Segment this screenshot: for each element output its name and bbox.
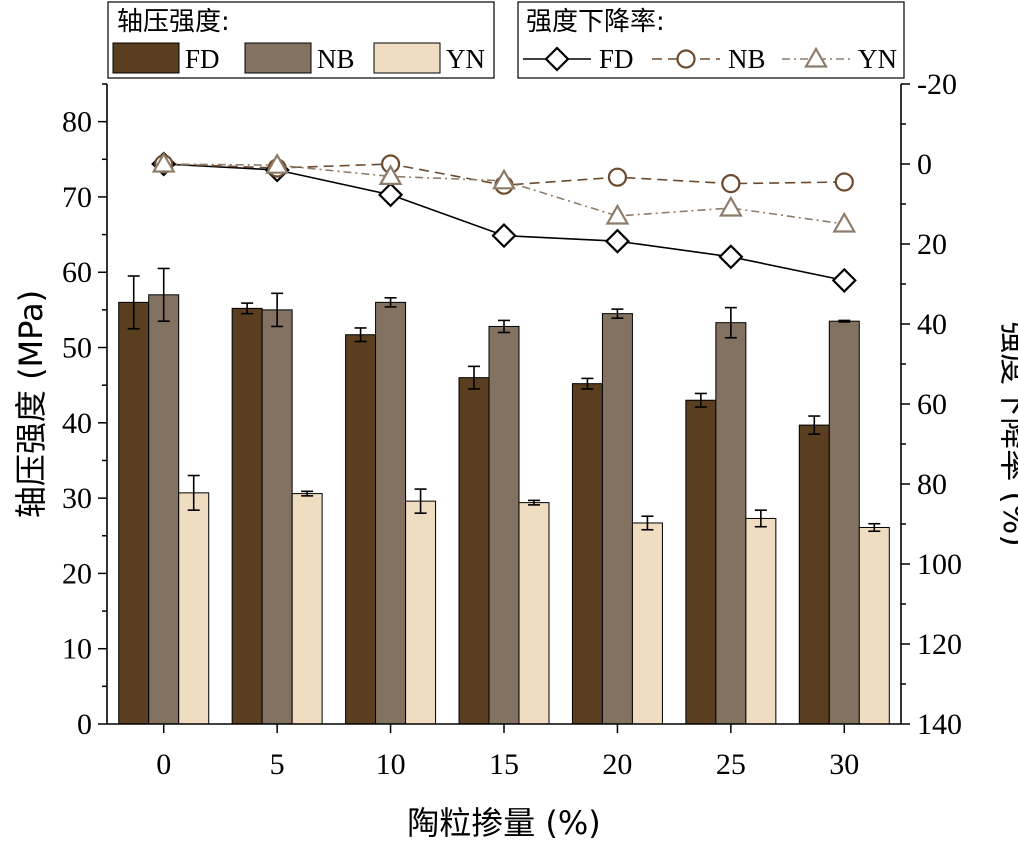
right-tick-label: 100 [917, 548, 962, 581]
legend-swatch-nb [244, 42, 312, 74]
right-tick-label: 40 [917, 308, 947, 341]
bar-legend: 轴压强度: FD NB YN [107, 1, 495, 79]
line-legend-title: 强度下降率: [526, 7, 665, 37]
legend-swatch-yn [373, 42, 441, 74]
legend-marker-fd [544, 46, 570, 72]
point-yn [832, 211, 857, 233]
axes-layer: 0 10 20 30 40 50 60 70 80 -20 0 20 40 60 80 100 120 140 0 5… [12, 68, 1018, 842]
legend-line-label-yn: YN [858, 44, 897, 74]
left-tick-label: 40 [62, 407, 92, 440]
legend-line-label-fd: FD [599, 44, 634, 74]
left-tick-label: 10 [62, 633, 92, 666]
left-tick-label: 50 [62, 332, 92, 365]
bar-fd [231, 307, 263, 725]
lines-layer [151, 151, 857, 293]
right-tick-label: 140 [917, 708, 962, 741]
right-axis-title: 强度下降率 (%) [996, 321, 1018, 547]
bar-nb [828, 320, 860, 725]
bar-fd [345, 334, 377, 725]
right-tick-label: 120 [917, 628, 962, 661]
bar-fd [685, 399, 717, 725]
point-yn [718, 195, 743, 217]
x-tick-label: 10 [376, 748, 406, 781]
x-tick-label: 30 [829, 748, 859, 781]
point-yn [492, 168, 516, 190]
bar-fd [118, 301, 150, 725]
right-tick-label: -20 [917, 68, 957, 101]
bar-fd [571, 383, 603, 725]
bar-nb [148, 294, 180, 725]
bar-yn [178, 492, 210, 725]
bar-nb [261, 309, 293, 725]
point-nb [834, 172, 854, 192]
legend-label-nb: NB [317, 44, 355, 74]
left-tick-label: 60 [62, 256, 92, 289]
point-nb [721, 174, 741, 194]
bar-yn [745, 517, 777, 725]
point-fd [831, 267, 857, 293]
point-fd [604, 228, 630, 254]
right-tick-label: 0 [917, 148, 932, 181]
point-fd [718, 244, 744, 270]
legend-label-fd: FD [185, 44, 220, 74]
bar-fd [458, 377, 490, 725]
left-tick-label: 0 [77, 708, 92, 741]
right-tick-label: 20 [917, 228, 947, 261]
bar-yn [858, 526, 890, 725]
bar-yn [631, 522, 663, 725]
point-fd [378, 182, 404, 208]
errorbars-layer [127, 267, 881, 533]
point-yn [605, 203, 630, 225]
left-tick-label: 70 [62, 181, 92, 214]
bar-yn [291, 493, 323, 725]
bar-nb [715, 322, 747, 725]
legend-swatch-fd [112, 42, 180, 74]
bar-yn [405, 500, 437, 725]
legend-label-yn: YN [446, 44, 485, 74]
x-tick-label: 15 [489, 748, 519, 781]
bar-nb [488, 325, 520, 725]
bar-legend-title: 轴压强度: [117, 7, 230, 37]
x-tick-label: 0 [156, 748, 171, 781]
x-tick-label: 5 [270, 748, 285, 781]
line-legend-box [517, 1, 905, 79]
left-tick-label: 20 [62, 557, 92, 590]
point-yn [265, 152, 290, 174]
bar-fd [798, 424, 830, 725]
bar-nb [601, 313, 633, 725]
point-nb [607, 167, 628, 187]
bar-yn [518, 502, 550, 725]
point-fd [491, 223, 517, 249]
point-yn [151, 151, 176, 173]
right-tick-label: 80 [917, 468, 947, 501]
right-tick-label: 60 [917, 388, 947, 421]
x-axis-title: 陶粒掺量 (%) [407, 804, 601, 842]
line-legend: 强度下降率: FD NB YN [517, 1, 905, 79]
point-yn [378, 164, 403, 185]
bar-nb [375, 301, 407, 725]
bars-layer [118, 294, 890, 725]
legend-marker-yn [804, 46, 828, 68]
legend-line-label-nb: NB [728, 44, 766, 74]
legend-marker-nb [676, 49, 696, 69]
left-tick-label: 30 [62, 482, 92, 515]
x-tick-label: 20 [602, 748, 632, 781]
x-tick-label: 25 [716, 748, 746, 781]
left-axis-title: 轴压强度 (MPa) [12, 290, 50, 518]
left-tick-label: 80 [62, 106, 92, 139]
